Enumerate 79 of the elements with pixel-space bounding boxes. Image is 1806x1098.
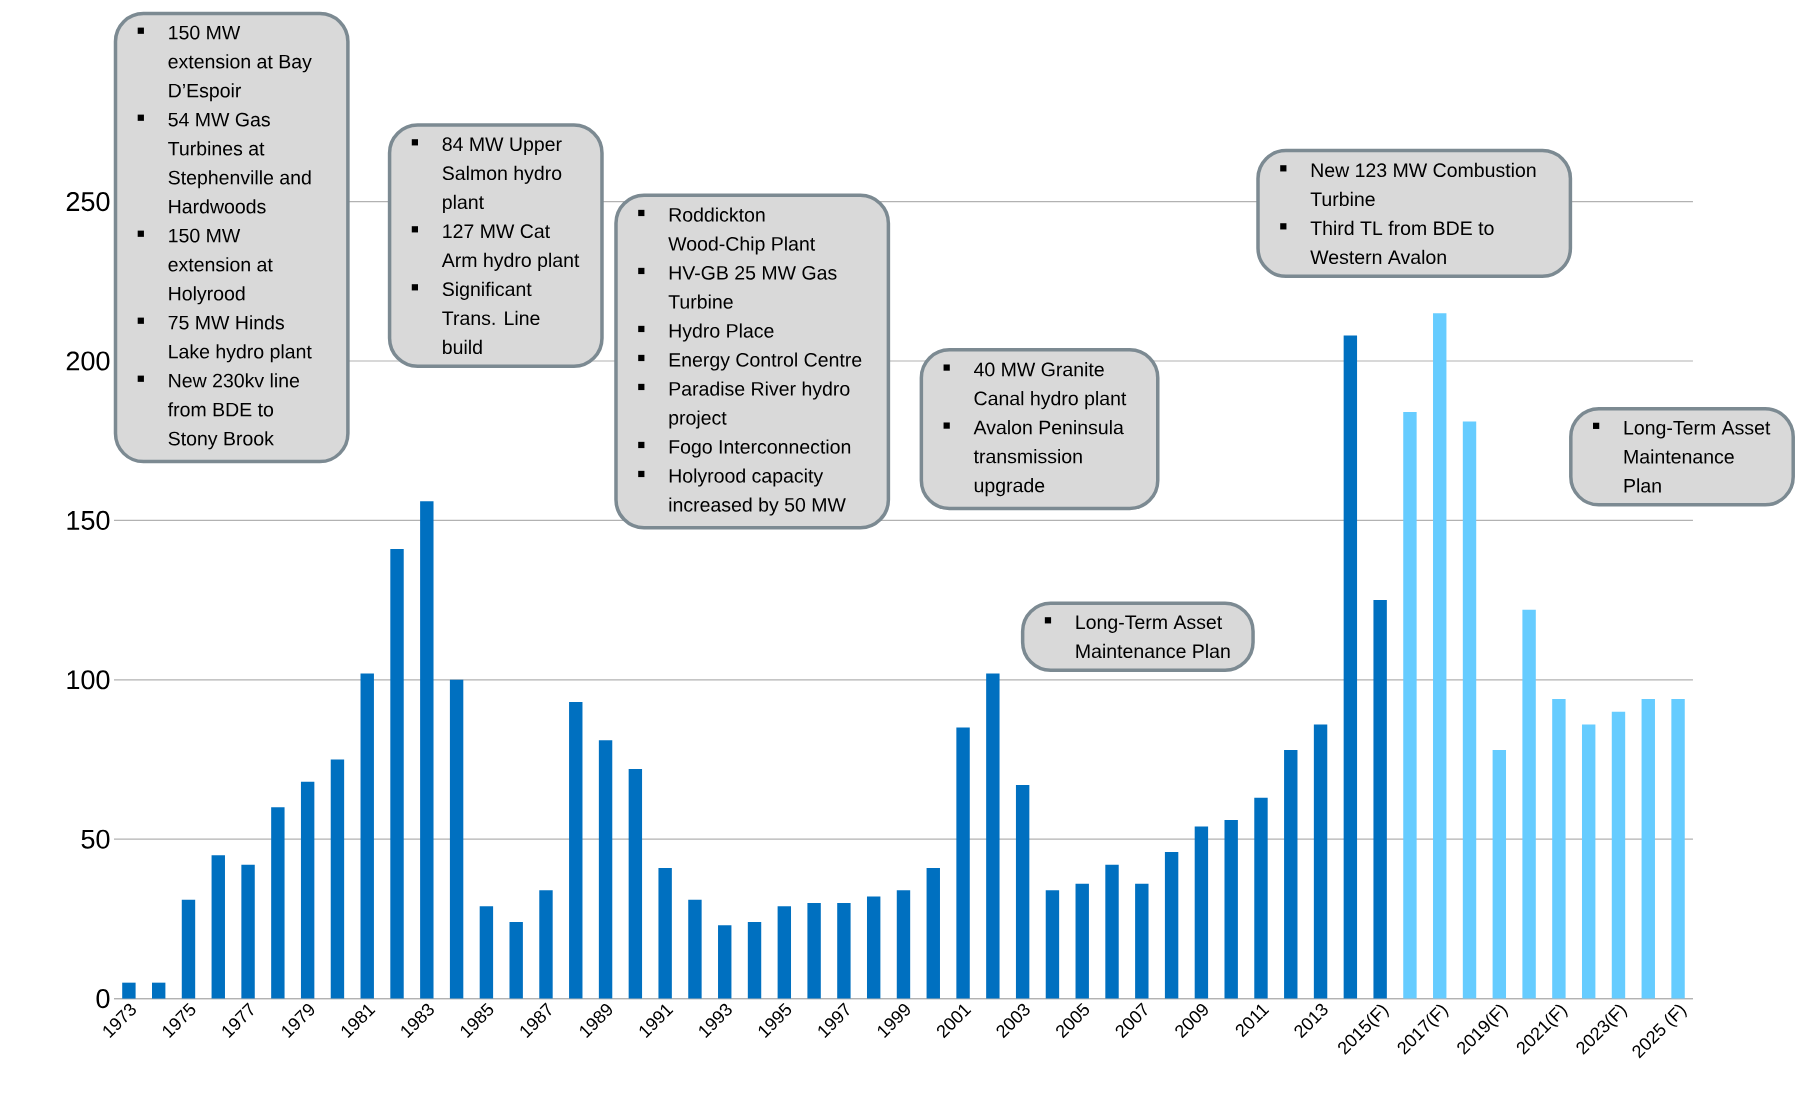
bar — [598, 740, 613, 999]
bar — [658, 867, 672, 999]
bar — [1224, 820, 1238, 999]
bar — [151, 982, 166, 999]
text: 150 MW extension at Bay D’Espoir — [168, 25, 312, 102]
annotation: Fogo Interconnection — [669, 439, 851, 458]
bar — [1194, 826, 1209, 999]
annotation: 75 MW Hinds Lake hydro plant — [168, 315, 312, 363]
annotation: 54 MW Gas Turbines at Stephenville and Hardwoods — [168, 112, 311, 214]
bar — [986, 673, 1000, 999]
bar — [1135, 883, 1149, 999]
bar — [271, 807, 285, 999]
annotation: 40 MW Granite Canal hydro plant — [974, 362, 1127, 410]
y-tick-label: 250 — [66, 192, 110, 212]
bar — [896, 890, 911, 999]
bar — [1611, 711, 1626, 999]
y-tick-label: 100 — [67, 670, 110, 690]
annotation: 84 MW Upper Salmon hydro plant — [442, 137, 562, 213]
bar — [1313, 724, 1328, 999]
y-tick-label: 150 — [67, 510, 110, 530]
y-tick-label: 200 — [66, 351, 110, 371]
bar — [1522, 609, 1536, 999]
bar — [1075, 883, 1089, 999]
bar — [1403, 412, 1417, 999]
bar — [837, 902, 851, 999]
bar — [509, 922, 523, 999]
annotation: Significant Trans. Line build — [442, 281, 540, 355]
bar — [241, 864, 255, 999]
bar — [1343, 335, 1358, 999]
bar — [718, 925, 732, 999]
annotation: New 123 MW Combustion Turbine — [1310, 162, 1536, 207]
bar — [1462, 421, 1477, 999]
bar — [1164, 851, 1179, 999]
bar — [449, 679, 464, 999]
bar — [1254, 797, 1268, 999]
bar — [1105, 864, 1119, 999]
bar — [539, 890, 553, 999]
annotation: Long-Term Asset Maintenance Plan — [1624, 421, 1771, 493]
bar — [360, 673, 374, 999]
annotation: Long-Term Asset Maintenance Plan — [1076, 615, 1230, 659]
bar — [1641, 698, 1655, 999]
bar — [1581, 724, 1596, 999]
bar — [479, 906, 494, 999]
bar — [1671, 698, 1685, 999]
annotation: Holyrood capacity increased by 50 MW — [669, 468, 846, 516]
bar — [1015, 785, 1030, 999]
bar — [688, 899, 702, 999]
bar — [866, 896, 881, 999]
y-tick-label: 50 — [81, 829, 110, 849]
bar — [1552, 698, 1566, 999]
bar — [300, 781, 315, 999]
annotation: 150 MW extension at Holyrood — [168, 228, 273, 305]
annotation: HV-GB 25 MW Gas Turbine — [668, 265, 837, 309]
bar — [1284, 749, 1298, 999]
annotation: 127 MW Cat Arm hydro plant — [441, 224, 580, 271]
bar — [747, 922, 762, 999]
bar — [777, 906, 792, 999]
bar — [390, 549, 404, 999]
annotation: New 230kv line from BDE to Stony Brook — [167, 373, 300, 450]
bar — [181, 899, 196, 999]
bar — [956, 727, 970, 999]
bar — [211, 855, 225, 999]
bar — [420, 501, 434, 999]
bar — [1045, 890, 1060, 999]
bar — [628, 769, 643, 999]
bar — [1373, 600, 1387, 999]
bar — [807, 902, 821, 999]
bar — [122, 982, 136, 999]
annotation: Avalon Peninsula transmission upgrade — [973, 420, 1124, 497]
bar — [926, 867, 940, 999]
bar — [330, 759, 345, 999]
annotation: Hydro Place — [669, 323, 774, 342]
annotation: Third TL from BDE to Western Avalon — [1310, 220, 1494, 265]
bar — [569, 702, 583, 999]
bar — [1492, 749, 1507, 999]
annotation: Energy Control Centre — [669, 352, 862, 371]
annotation: Paradise River hydro project — [669, 381, 850, 429]
annotation: Roddickton Wood-Chip Plant — [668, 207, 816, 255]
bar — [1433, 313, 1447, 999]
